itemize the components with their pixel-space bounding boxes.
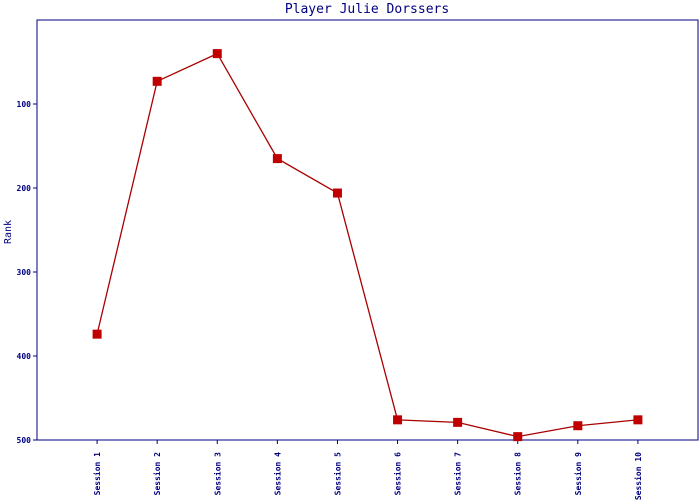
x-tick-label: Session 6 <box>393 452 403 496</box>
x-tick-label: Session 4 <box>272 452 282 496</box>
marker <box>272 154 282 164</box>
marker <box>393 415 403 425</box>
y-tick-label: 400 <box>17 352 32 361</box>
y-tick-label: 100 <box>17 100 32 109</box>
line <box>96 52 638 438</box>
x-tick-label: Session 7 <box>453 452 463 496</box>
x-tick-label: Session 1 <box>92 452 102 496</box>
x-tick-label: Session 10 <box>633 452 643 500</box>
plot-frame <box>36 19 699 441</box>
y-tick-label: 200 <box>17 184 32 193</box>
x-tick-label: Session 5 <box>332 452 342 496</box>
y-tick-label: 500 <box>17 436 32 445</box>
x-tick-label: Session 3 <box>212 452 222 496</box>
marker <box>633 415 643 425</box>
x-tick-label: Session 2 <box>152 452 162 496</box>
y-axis-label: Rank <box>3 220 14 244</box>
marker <box>92 329 102 339</box>
marker <box>573 421 583 431</box>
chart-title: Player Julie Dorssers <box>285 2 449 17</box>
y-tick-label: 300 <box>17 268 32 277</box>
marker <box>152 76 162 86</box>
x-tick-label: Session 9 <box>573 452 583 496</box>
x-tick-label: Session 8 <box>513 452 523 496</box>
marker <box>453 417 463 427</box>
marker <box>513 432 523 442</box>
marker <box>212 49 222 59</box>
marker <box>332 188 342 198</box>
